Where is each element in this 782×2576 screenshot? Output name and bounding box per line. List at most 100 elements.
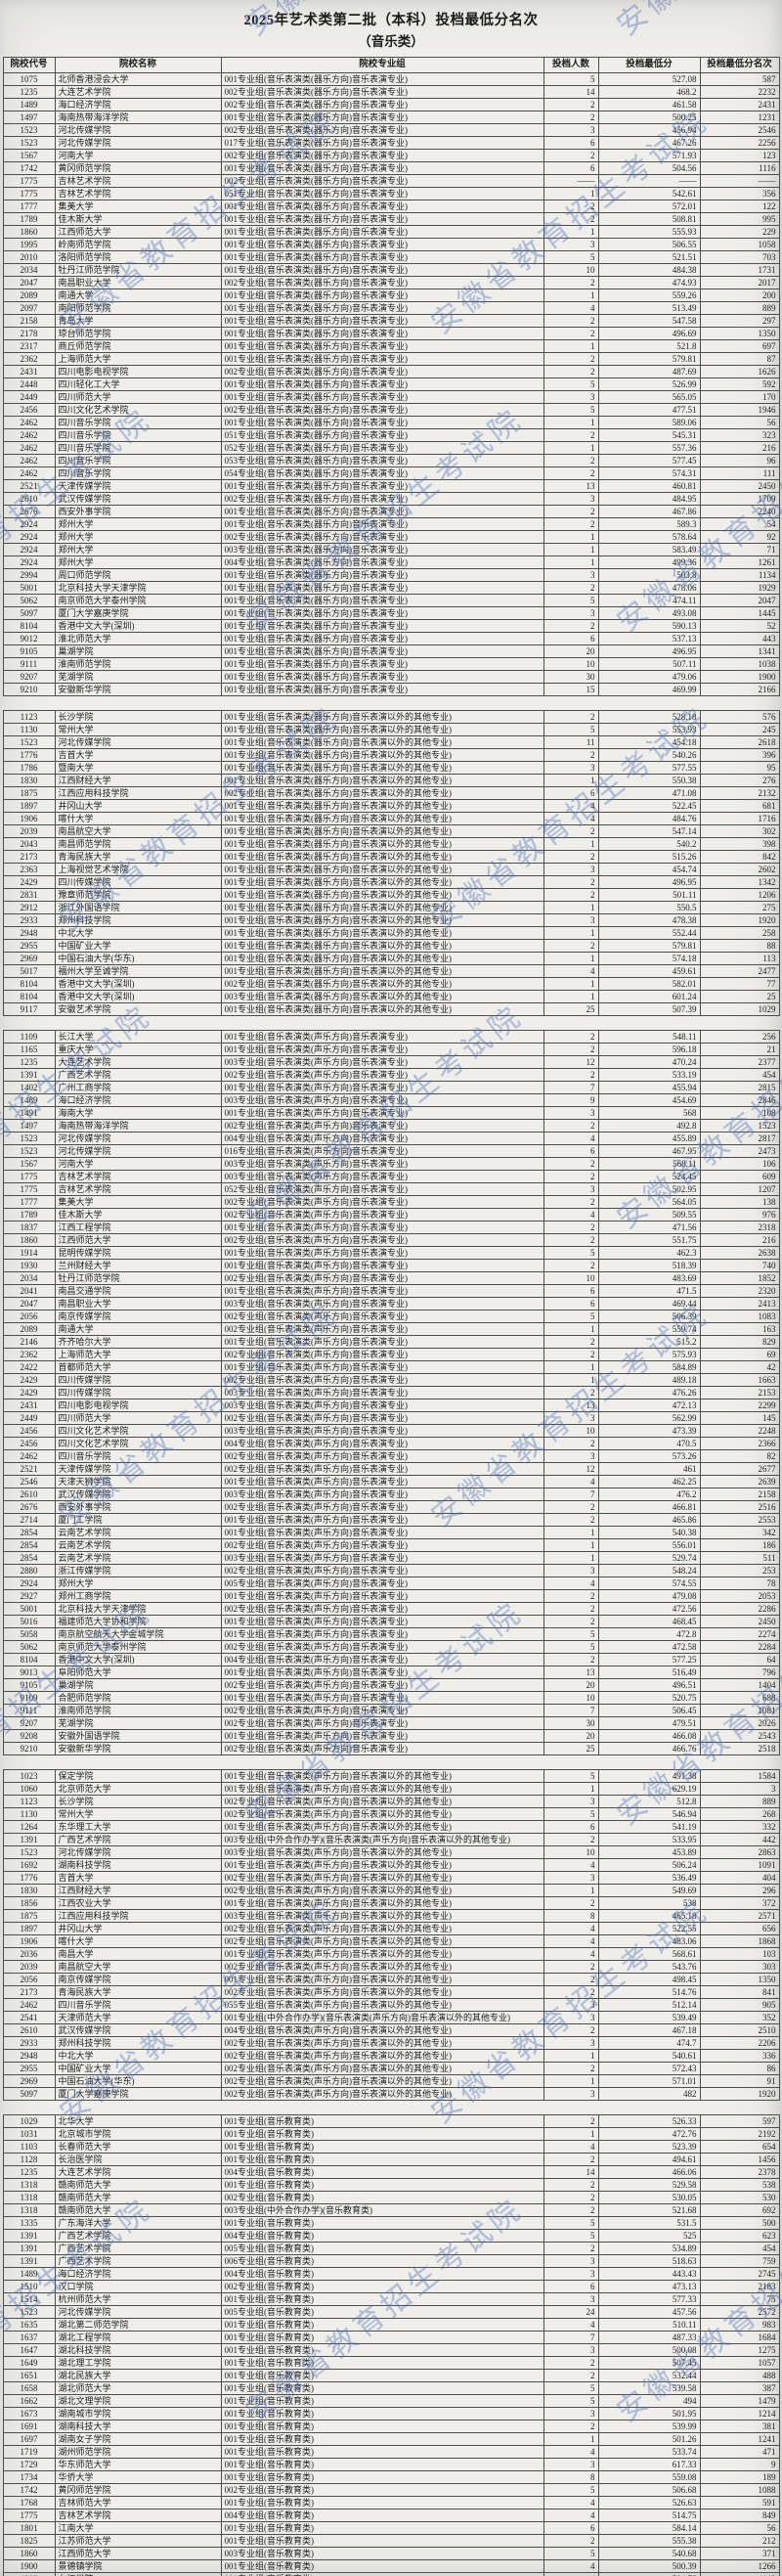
major-group-cell: 001专业组(音乐表演类(声乐方向)音乐表演专业): [220, 1475, 544, 1488]
min-score-rank-cell: 1350: [699, 1973, 780, 1986]
college-code-cell: 9109: [2, 1691, 56, 1705]
min-score-cell: 577.33: [597, 2292, 701, 2306]
table-row: 2924 郑州大学 004专业组(音乐表演类(器乐方向)音乐表演专业) 1 499.36…: [2, 555, 780, 569]
table-row: 1128 长治医学院 001专业组(音乐教育类) 2 494.61 1456: [2, 2153, 780, 2166]
college-name-cell: 四川传媒学院: [54, 875, 222, 889]
table-row: 8104 香港中文大学(深圳) 004专业组(音乐表演类(声乐方向)音乐表演专业) 2…: [2, 1653, 780, 1666]
min-score-rank-cell: 2366: [699, 1437, 780, 1450]
table-row: 2924 郑州大学 001专业组(音乐表演类(器乐方向)音乐表演专业) 2 589.3 5…: [2, 517, 780, 531]
major-group-cell: 004专业组(音乐表演类(声乐方向)音乐表演专业): [220, 1132, 544, 1145]
college-code-cell: 1860: [2, 225, 56, 239]
min-score-rank-cell: 1341: [699, 644, 780, 658]
college-name-cell: 西安外事学院: [54, 1500, 222, 1514]
college-code-cell: 9210: [2, 683, 56, 696]
college-name-cell: 南昌航空大学: [54, 1960, 222, 1974]
table-row: 5001 北京科技大学天津学院 001专业组(音乐表演类(器乐方向)音乐表演专业) 2…: [2, 581, 780, 595]
min-score-rank-cell: 587: [699, 72, 780, 86]
table-row: 1491 海南大学 001专业组(音乐表演类(声乐方向)音乐表演专业) 3 568 108: [2, 1106, 780, 1120]
min-score-cell: 546.94: [597, 1807, 701, 1821]
min-score-rank-cell: 275: [699, 901, 780, 914]
filed-count-cell: 11: [543, 735, 599, 749]
min-score-rank-cell: 592: [699, 378, 780, 391]
college-code-cell: 8104: [2, 1653, 56, 1666]
min-score-cell: 506.24: [597, 1858, 701, 1872]
college-name-cell: 郑州大学: [54, 543, 222, 556]
major-group-cell: 017专业组(音乐表演类(器乐方向)音乐表演专业): [220, 136, 544, 150]
table-row: 1777 集美大学 001专业组(音乐表演类(器乐方向)音乐表演专业) 2 572.01…: [2, 200, 780, 213]
college-code-cell: 1649: [2, 2356, 56, 2370]
min-score-cell: 518.39: [597, 1259, 701, 1272]
filed-count-cell: 1: [543, 225, 599, 239]
college-name-cell: 南昌大学: [54, 1947, 222, 1961]
college-name-cell: 重庆大学: [54, 1043, 222, 1056]
college-code-cell: 1318: [2, 2203, 56, 2217]
college-name-cell: 吉林艺术学院: [54, 1182, 222, 1196]
table-row: 1130 常州大学 001专业组(音乐表演类(器乐方向)音乐表演以外的其他专业) 5 5…: [2, 723, 780, 736]
filed-count-cell: 2: [543, 748, 599, 762]
college-name-cell: 四川音乐学院: [54, 1449, 222, 1463]
filed-count-cell: 8: [543, 1909, 599, 1923]
filed-count-cell: 4: [543, 1208, 599, 1221]
min-score-cell: 568.11: [597, 1157, 701, 1171]
college-name-cell: 淮南师范学院: [54, 657, 222, 671]
min-score-cell: 559.74: [597, 1322, 701, 1336]
filed-count-cell: 1: [543, 187, 599, 200]
college-name-cell: 中国石油大学(华东): [54, 2074, 222, 2088]
min-score-rank-cell: 2543: [699, 1729, 780, 1743]
college-code-cell: 1130: [2, 1807, 56, 1821]
filed-count-cell: 3: [543, 2458, 599, 2471]
min-score-cell: 524.45: [597, 1170, 701, 1183]
college-code-cell: 2610: [2, 492, 56, 506]
min-score-rank-cell: 623: [699, 2229, 780, 2243]
min-score-cell: 532.44: [597, 2369, 701, 2382]
filed-count-cell: 3: [543, 123, 599, 137]
min-score-rank-cell: 976: [699, 1208, 780, 1221]
min-score-rank-cell: 78: [699, 1577, 780, 1590]
filed-count-cell: 1: [543, 1526, 599, 1539]
min-score-cell: 502.95: [597, 1182, 701, 1196]
college-code-cell: 9012: [2, 632, 56, 645]
major-group-cell: 002专业组(音乐表演类(声乐方向)音乐表演以外的其他专业): [220, 2062, 544, 2075]
min-score-rank-cell: 186: [699, 1538, 780, 1552]
filed-count-cell: 5: [543, 723, 599, 736]
major-group-cell: 001专业组(音乐教育类): [220, 2445, 544, 2459]
table-row: 1523 河北传媒学院 017专业组(音乐表演类(器乐方向)音乐表演专业) 6 467.…: [2, 136, 780, 150]
major-group-cell: 001专业组(音乐表演类(器乐方向)音乐表演专业): [220, 161, 544, 175]
table-row: 1673 湖南城市学院 001专业组(音乐教育类) 3 501.95 1214: [2, 2407, 780, 2421]
filed-count-cell: 1: [543, 926, 599, 940]
table-row: 1514 杭州师范大学 001专业组(音乐教育类) 3 577.33 75: [2, 2292, 780, 2306]
major-group-cell: 002专业组(音乐表演类(器乐方向)音乐表演以外的其他专业): [220, 977, 544, 991]
college-name-cell: 牡丹江师范学院: [54, 263, 222, 277]
college-code-cell: 1786: [2, 761, 56, 775]
filed-count-cell: 1: [543, 289, 599, 302]
min-score-cell: 501.11: [597, 888, 701, 902]
min-score-cell: 528.18: [597, 710, 701, 724]
college-name-cell: 浙江传媒学院: [54, 1564, 222, 1577]
min-score-rank-cell: 1456: [699, 2153, 780, 2166]
min-score-rank-cell: 276: [699, 774, 780, 787]
college-name-cell: 南京师范大学泰州学院: [54, 594, 222, 607]
college-name-cell: 吉林艺术学院: [54, 1170, 222, 1183]
major-group-cell: 001专业组(音乐表演类(声乐方向)音乐表演专业): [220, 1526, 544, 1539]
major-group-cell: 001专业组(音乐表演类(器乐方向)音乐表演专业): [220, 619, 544, 633]
college-name-cell: 广西艺术学院: [54, 1068, 222, 1082]
min-score-cell: 466.06: [597, 2165, 701, 2179]
min-score-rank-cell: 1261: [699, 555, 780, 569]
min-score-rank-cell: 87: [699, 352, 780, 366]
min-score-rank-cell: 1058: [699, 238, 780, 251]
college-code-cell: 2933: [2, 2036, 56, 2050]
min-score-rank-cell: 1083: [699, 1310, 780, 1323]
table-row: 2178 琼台师范学院 001专业组(音乐表演类(器乐方向)音乐表演专业) 2 496.…: [2, 327, 780, 340]
major-group-cell: 001专业组(音乐教育类): [220, 2381, 544, 2395]
table-row: 1775 吉林艺术学院 052专业组(音乐表演类(声乐方向)音乐表演专业) 3 502.…: [2, 1182, 780, 1196]
min-score-rank-cell: 268: [699, 1807, 780, 1821]
table-row: 1860 江西师范大学 003专业组(音乐教育类) 5 540.68 371: [2, 2547, 780, 2560]
filed-count-cell: 2: [543, 1896, 599, 1910]
filed-count-cell: 3: [543, 492, 599, 506]
min-score-rank-cell: 511: [699, 1551, 780, 1565]
filed-count-cell: 1: [543, 2432, 599, 2446]
filed-count-cell: 2: [543, 1068, 599, 1082]
filed-count-cell: 4: [543, 2318, 599, 2332]
major-group-cell: 001专业组(音乐表演类(器乐方向)音乐表演专业): [220, 657, 544, 671]
major-group-cell: 001专业组(音乐表演类(声乐方向)音乐表演专业): [220, 1221, 544, 1234]
